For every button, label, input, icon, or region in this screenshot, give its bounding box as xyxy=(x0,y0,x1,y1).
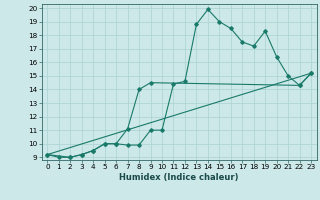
X-axis label: Humidex (Indice chaleur): Humidex (Indice chaleur) xyxy=(119,173,239,182)
